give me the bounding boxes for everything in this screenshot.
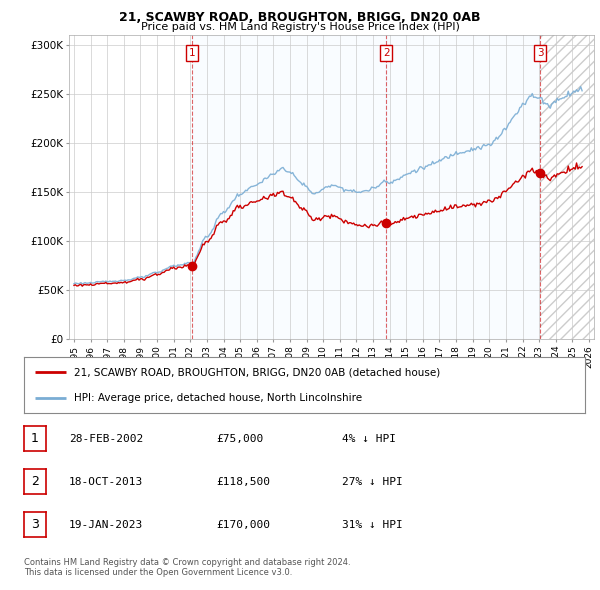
Text: 1: 1	[31, 432, 39, 445]
Text: HPI: Average price, detached house, North Lincolnshire: HPI: Average price, detached house, Nort…	[74, 393, 362, 403]
Text: 31% ↓ HPI: 31% ↓ HPI	[342, 520, 403, 530]
Text: £75,000: £75,000	[216, 434, 263, 444]
Text: 18-OCT-2013: 18-OCT-2013	[69, 477, 143, 487]
Text: £118,500: £118,500	[216, 477, 270, 487]
Bar	[540, 35, 594, 339]
Text: 1: 1	[188, 48, 195, 58]
Text: 2: 2	[31, 475, 39, 488]
Bar	[386, 35, 540, 339]
Text: 3: 3	[536, 48, 544, 58]
Text: 21, SCAWBY ROAD, BROUGHTON, BRIGG, DN20 0AB (detached house): 21, SCAWBY ROAD, BROUGHTON, BRIGG, DN20 …	[74, 367, 441, 377]
Bar	[540, 35, 594, 339]
Text: 28-FEB-2002: 28-FEB-2002	[69, 434, 143, 444]
Text: 3: 3	[31, 518, 39, 531]
Text: £170,000: £170,000	[216, 520, 270, 530]
Text: 19-JAN-2023: 19-JAN-2023	[69, 520, 143, 530]
Bar	[192, 35, 386, 339]
Text: Price paid vs. HM Land Registry's House Price Index (HPI): Price paid vs. HM Land Registry's House …	[140, 22, 460, 32]
Text: 21, SCAWBY ROAD, BROUGHTON, BRIGG, DN20 0AB: 21, SCAWBY ROAD, BROUGHTON, BRIGG, DN20 …	[119, 11, 481, 24]
Text: Contains HM Land Registry data © Crown copyright and database right 2024.
This d: Contains HM Land Registry data © Crown c…	[24, 558, 350, 577]
Text: 4% ↓ HPI: 4% ↓ HPI	[342, 434, 396, 444]
Text: 27% ↓ HPI: 27% ↓ HPI	[342, 477, 403, 487]
Text: 2: 2	[383, 48, 389, 58]
